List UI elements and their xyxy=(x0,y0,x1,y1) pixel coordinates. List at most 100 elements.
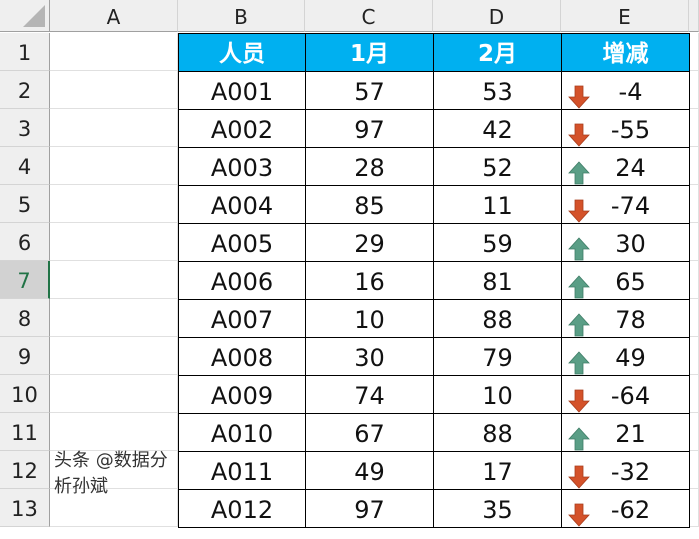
cell-jan[interactable]: 28 xyxy=(305,147,434,186)
row-header-8[interactable]: 8 xyxy=(0,299,50,337)
cell-extra[interactable] xyxy=(689,375,699,413)
cell-extra[interactable] xyxy=(689,223,699,261)
cell-a4[interactable] xyxy=(50,147,178,185)
cell-extra[interactable] xyxy=(689,489,699,527)
cell-id[interactable]: A005 xyxy=(178,223,306,262)
cell-id[interactable]: A002 xyxy=(178,109,306,148)
cell-jan[interactable]: 97 xyxy=(305,109,434,148)
column-header-c[interactable]: C xyxy=(305,0,433,32)
cell-jan[interactable]: 30 xyxy=(305,337,434,376)
cell-jan[interactable]: 10 xyxy=(305,299,434,338)
cell-extra[interactable] xyxy=(689,109,699,147)
cell-feb[interactable]: 52 xyxy=(433,147,562,186)
cell-extra[interactable] xyxy=(689,451,699,489)
header-cell-person[interactable]: 人员 xyxy=(178,33,306,72)
cell-change[interactable]: -74 xyxy=(561,185,690,224)
cell-id[interactable]: A009 xyxy=(178,375,306,414)
select-all-button[interactable] xyxy=(0,0,50,32)
column-header-d[interactable]: D xyxy=(433,0,561,32)
row-header-4[interactable]: 4 xyxy=(0,147,50,185)
row-header-2[interactable]: 2 xyxy=(0,71,50,109)
cell-feb[interactable]: 11 xyxy=(433,185,562,224)
cell-a9[interactable] xyxy=(50,337,178,375)
header-cell-jan[interactable]: 1月 xyxy=(305,33,434,72)
cell-change[interactable]: -64 xyxy=(561,375,690,414)
row-header-9[interactable]: 9 xyxy=(0,337,50,375)
cell-jan[interactable]: 57 xyxy=(305,71,434,110)
column-header-extra[interactable] xyxy=(689,0,699,32)
cell-a3[interactable] xyxy=(50,109,178,147)
row-header-12[interactable]: 12 xyxy=(0,451,50,489)
cell-feb[interactable]: 88 xyxy=(433,299,562,338)
cell-change[interactable]: -32 xyxy=(561,451,690,490)
cell-jan[interactable]: 29 xyxy=(305,223,434,262)
cell-jan[interactable]: 97 xyxy=(305,489,434,528)
cell-feb[interactable]: 35 xyxy=(433,489,562,528)
cell-jan[interactable]: 16 xyxy=(305,261,434,300)
column-header-e[interactable]: E xyxy=(561,0,689,32)
cell-feb[interactable]: 59 xyxy=(433,223,562,262)
cell-extra[interactable] xyxy=(689,299,699,337)
cell-change[interactable]: 78 xyxy=(561,299,690,338)
cell-extra[interactable] xyxy=(689,261,699,299)
cell-id[interactable]: A003 xyxy=(178,147,306,186)
header-cell-change[interactable]: 增减 xyxy=(561,33,690,72)
cell-id[interactable]: A004 xyxy=(178,185,306,224)
cell-a1[interactable] xyxy=(50,33,178,71)
row-header-6[interactable]: 6 xyxy=(0,223,50,261)
row-header-7[interactable]: 7 xyxy=(0,261,50,299)
header-cell-feb[interactable]: 2月 xyxy=(433,33,562,72)
cell-jan[interactable]: 74 xyxy=(305,375,434,414)
cell-feb[interactable]: 81 xyxy=(433,261,562,300)
cell-change[interactable]: 24 xyxy=(561,147,690,186)
cell-id[interactable]: A001 xyxy=(178,71,306,110)
column-header-a[interactable]: A xyxy=(50,0,178,32)
cell-feb[interactable]: 17 xyxy=(433,451,562,490)
row-header-13[interactable]: 13 xyxy=(0,489,50,527)
cell-extra[interactable] xyxy=(689,71,699,109)
cell-jan[interactable]: 67 xyxy=(305,413,434,452)
cell-extra[interactable] xyxy=(689,147,699,185)
cell-change[interactable]: 21 xyxy=(561,413,690,452)
cell-id[interactable]: A006 xyxy=(178,261,306,300)
cell-id[interactable]: A008 xyxy=(178,337,306,376)
cell-change[interactable]: 49 xyxy=(561,337,690,376)
change-value: 49 xyxy=(615,344,646,372)
row-header-11[interactable]: 11 xyxy=(0,413,50,451)
cell-a7[interactable] xyxy=(50,261,178,299)
column-header-b[interactable]: B xyxy=(178,0,305,32)
cell-extra[interactable] xyxy=(689,33,699,71)
cell-a2[interactable] xyxy=(50,71,178,109)
cell-a11[interactable] xyxy=(50,413,178,451)
cell-feb[interactable]: 53 xyxy=(433,71,562,110)
cell-change[interactable]: -55 xyxy=(561,109,690,148)
cell-extra[interactable] xyxy=(689,337,699,375)
cell-feb[interactable]: 79 xyxy=(433,337,562,376)
cell-id[interactable]: A010 xyxy=(178,413,306,452)
cell-jan[interactable]: 85 xyxy=(305,185,434,224)
cell-feb[interactable]: 10 xyxy=(433,375,562,414)
cell-change[interactable]: -4 xyxy=(561,71,690,110)
row-header-1[interactable]: 1 xyxy=(0,33,50,71)
cell-feb[interactable]: 42 xyxy=(433,109,562,148)
cell-a10[interactable] xyxy=(50,375,178,413)
arrow-up-icon xyxy=(568,309,590,337)
cell-a12[interactable] xyxy=(50,451,178,489)
cell-id[interactable]: A007 xyxy=(178,299,306,338)
cell-a8[interactable] xyxy=(50,299,178,337)
cell-id[interactable]: A012 xyxy=(178,489,306,528)
cell-change[interactable]: -62 xyxy=(561,489,690,528)
row-header-3[interactable]: 3 xyxy=(0,109,50,147)
cell-extra[interactable] xyxy=(689,185,699,223)
cell-a6[interactable] xyxy=(50,223,178,261)
cell-id[interactable]: A011 xyxy=(178,451,306,490)
cell-feb[interactable]: 88 xyxy=(433,413,562,452)
cell-a5[interactable] xyxy=(50,185,178,223)
cell-change[interactable]: 65 xyxy=(561,261,690,300)
cell-extra[interactable] xyxy=(689,413,699,451)
row-header-10[interactable]: 10 xyxy=(0,375,50,413)
cell-jan[interactable]: 49 xyxy=(305,451,434,490)
cell-a13[interactable] xyxy=(50,489,178,527)
row-header-5[interactable]: 5 xyxy=(0,185,50,223)
cell-change[interactable]: 30 xyxy=(561,223,690,262)
